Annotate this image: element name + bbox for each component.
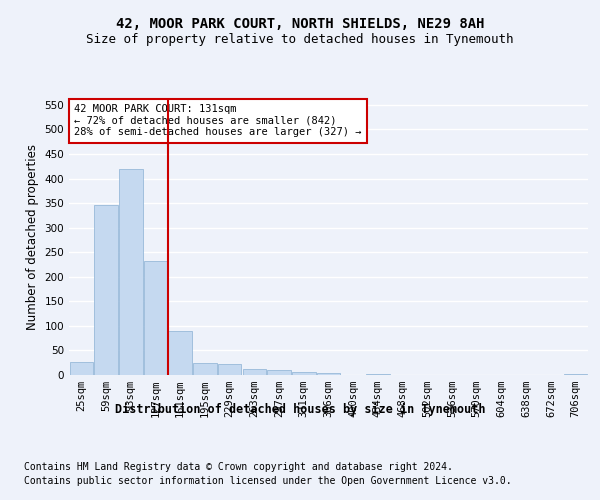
Bar (317, 372, 340, 375)
Bar (366, 374, 389, 375)
Text: Contains HM Land Registry data © Crown copyright and database right 2024.: Contains HM Land Registry data © Crown c… (24, 462, 453, 472)
Bar (119, 169, 143, 375)
Bar (193, 363, 217, 375)
Text: Size of property relative to detached houses in Tynemouth: Size of property relative to detached ho… (86, 32, 514, 46)
Bar (292, 372, 316, 375)
Bar (70, 362, 93, 375)
Text: Distribution of detached houses by size in Tynemouth: Distribution of detached houses by size … (115, 402, 485, 415)
Bar (218, 364, 241, 375)
Text: 42, MOOR PARK COURT, NORTH SHIELDS, NE29 8AH: 42, MOOR PARK COURT, NORTH SHIELDS, NE29… (116, 18, 484, 32)
Bar (268, 370, 291, 375)
Text: Contains public sector information licensed under the Open Government Licence v3: Contains public sector information licen… (24, 476, 512, 486)
Bar (94, 204, 118, 375)
Y-axis label: Number of detached properties: Number of detached properties (26, 144, 39, 330)
Bar (242, 368, 266, 375)
Bar (564, 374, 587, 375)
Bar (144, 261, 167, 375)
Bar (169, 331, 192, 375)
Text: 42 MOOR PARK COURT: 131sqm
← 72% of detached houses are smaller (842)
28% of sem: 42 MOOR PARK COURT: 131sqm ← 72% of deta… (74, 104, 362, 138)
